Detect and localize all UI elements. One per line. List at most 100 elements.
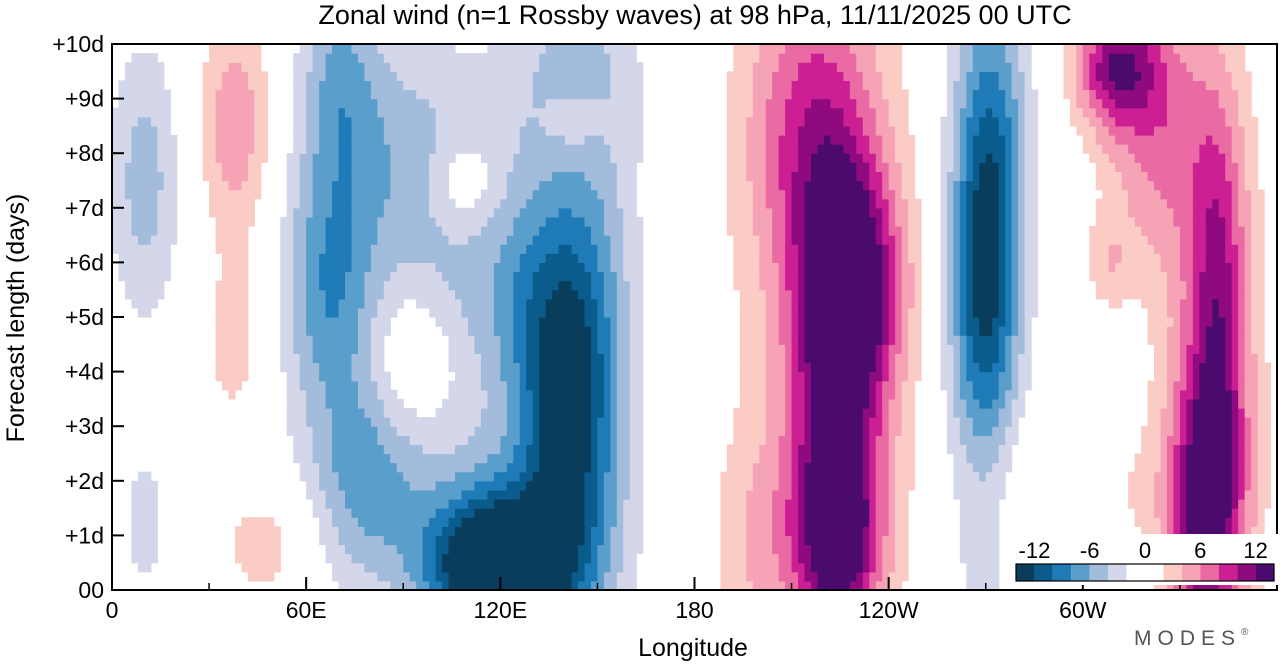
heatmap-cell [1205, 508, 1213, 518]
heatmap-cell [908, 298, 916, 309]
heatmap-cell [1115, 226, 1123, 236]
heatmap-cell [1199, 307, 1207, 318]
heatmap-cell [170, 235, 178, 245]
heatmap-cell [739, 353, 747, 364]
heatmap-cell [241, 553, 249, 564]
heatmap-cell [811, 326, 819, 336]
heatmap-cell [455, 207, 463, 218]
heatmap-cell [629, 371, 637, 382]
heatmap-cell [739, 462, 747, 473]
heatmap-cell [1238, 371, 1246, 382]
heatmap-cell [552, 544, 560, 555]
heatmap-cell [972, 426, 980, 436]
heatmap-cell [137, 471, 145, 482]
heatmap-cell [332, 480, 340, 491]
heatmap-cell [726, 471, 734, 482]
heatmap-cell [901, 544, 909, 555]
heatmap-cell [875, 298, 883, 309]
heatmap-cell [862, 408, 870, 418]
heatmap-cell [539, 426, 547, 436]
heatmap-cell [286, 426, 294, 436]
heatmap-cell [312, 207, 320, 218]
heatmap-cell [908, 317, 916, 327]
heatmap-cell [798, 517, 806, 527]
heatmap-cell [1011, 298, 1019, 309]
heatmap-cell [241, 207, 249, 218]
heatmap-cell [1102, 253, 1110, 263]
heatmap-cell [1108, 226, 1116, 236]
heatmap-cell [778, 280, 786, 291]
heatmap-cell [888, 571, 896, 582]
heatmap-cell [811, 362, 819, 373]
heatmap-cell [578, 499, 586, 509]
heatmap-cell [228, 235, 236, 245]
heatmap-cell [1141, 471, 1149, 482]
heatmap-cell [875, 262, 883, 273]
heatmap-cell [526, 553, 534, 564]
heatmap-cell [739, 544, 747, 555]
heatmap-cell [804, 417, 812, 427]
heatmap-cell [772, 271, 780, 282]
heatmap-cell [772, 535, 780, 546]
heatmap-cell [1212, 435, 1220, 445]
heatmap-cell [513, 253, 521, 263]
heatmap-cell [319, 317, 327, 327]
heatmap-cell [403, 235, 411, 245]
heatmap-cell [759, 553, 767, 564]
heatmap-cell [752, 226, 760, 236]
heatmap-cell [1089, 262, 1097, 273]
heatmap-cell [532, 262, 540, 273]
heatmap-cell [584, 462, 592, 473]
heatmap-cell [1166, 444, 1175, 455]
heatmap-cell [1141, 271, 1149, 282]
heatmap-cell [500, 244, 508, 254]
heatmap-cell [875, 289, 883, 300]
heatmap-cell [882, 244, 890, 254]
heatmap-cell [157, 207, 165, 218]
heatmap-cell [791, 335, 799, 345]
heatmap-cell [998, 253, 1006, 263]
heatmap-cell [778, 508, 786, 518]
heatmap-cell [804, 544, 812, 555]
heatmap-cell [565, 517, 573, 527]
heatmap-cell [1192, 207, 1200, 218]
heatmap-cell [746, 562, 754, 573]
heatmap-cell [422, 216, 430, 227]
heatmap-cell [817, 462, 825, 473]
heatmap-cell [396, 526, 404, 536]
heatmap-cell [1264, 426, 1272, 436]
heatmap-cell [1225, 508, 1233, 518]
heatmap-cell [623, 499, 631, 509]
heatmap-cell [1179, 216, 1187, 227]
heatmap-cell [616, 426, 624, 436]
heatmap-cell [629, 235, 637, 245]
heatmap-cell [972, 571, 980, 582]
heatmap-cell [584, 262, 592, 273]
heatmap-cell [480, 517, 488, 527]
heatmap-cell [959, 535, 967, 546]
heatmap-cell [1186, 353, 1194, 364]
heatmap-cell [241, 326, 249, 336]
heatmap-cell [409, 444, 417, 455]
heatmap-cell [798, 226, 806, 236]
heatmap-cell [830, 580, 838, 591]
heatmap-cell [1166, 289, 1175, 300]
heatmap-cell [959, 544, 967, 555]
heatmap-cell [856, 462, 864, 473]
heatmap-cell [319, 444, 327, 455]
heatmap-cell [480, 462, 488, 473]
heatmap-cell [1147, 417, 1155, 427]
heatmap-cell [215, 326, 223, 336]
heatmap-cell [377, 280, 385, 291]
heatmap-cell [772, 480, 780, 491]
heatmap-cell [448, 489, 456, 500]
heatmap-cell [487, 317, 495, 327]
heatmap-cell [526, 444, 534, 455]
heatmap-cell [778, 444, 786, 455]
heatmap-cell [1179, 508, 1187, 518]
heatmap-cell [1244, 335, 1252, 345]
heatmap-cell [946, 353, 954, 364]
heatmap-cell [526, 317, 534, 327]
heatmap-cell [532, 517, 540, 527]
heatmap-cell [830, 489, 838, 500]
